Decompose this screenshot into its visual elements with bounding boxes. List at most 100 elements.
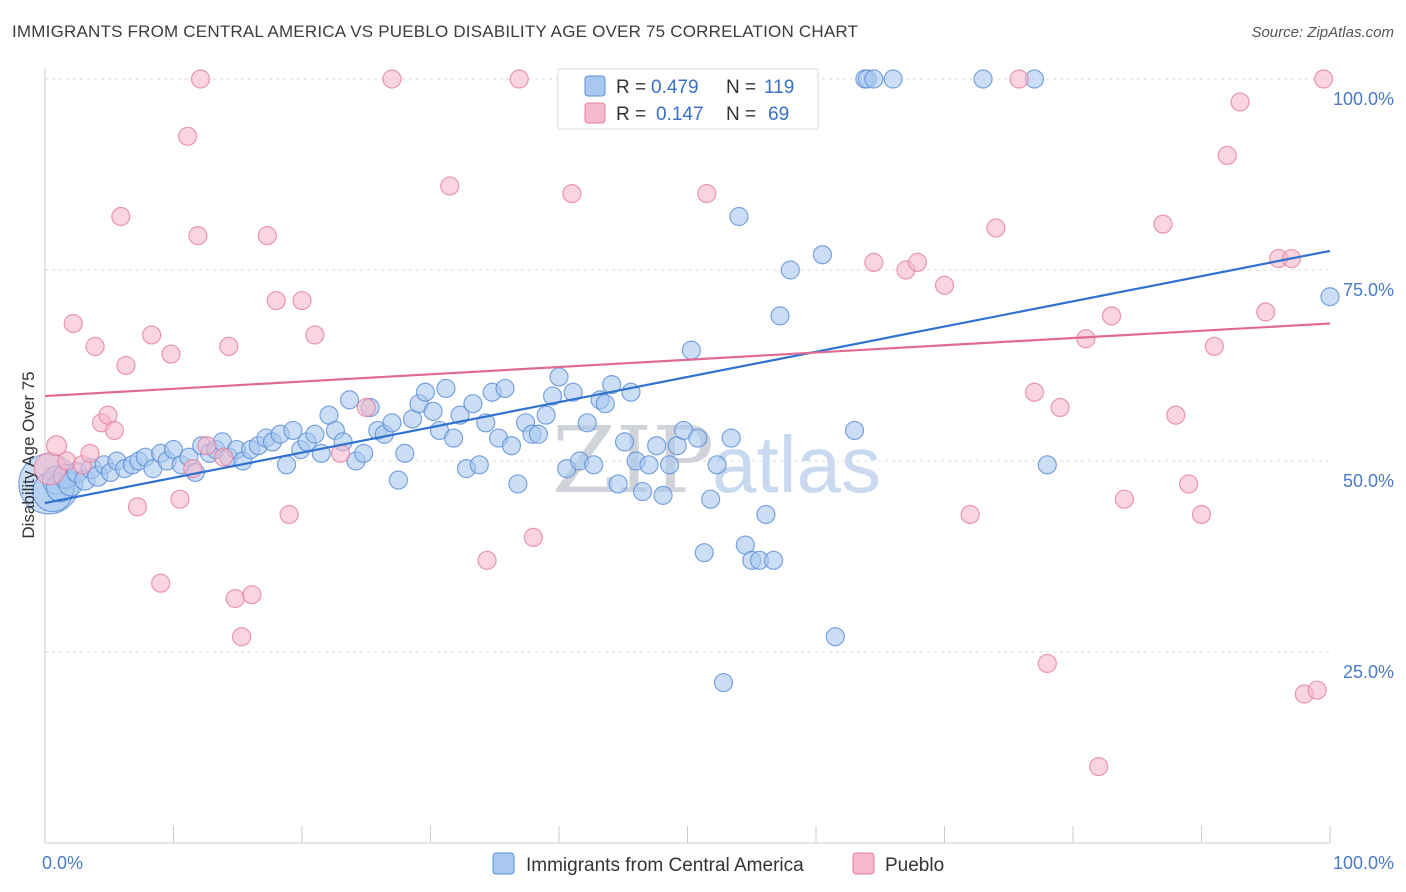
point-central-america-47 — [354, 443, 374, 463]
point-central-america-75 — [542, 386, 563, 406]
point-pueblo-28 — [266, 290, 286, 311]
point-central-america-85 — [608, 474, 628, 494]
point-central-america-81 — [584, 455, 604, 475]
point-central-america-73 — [528, 424, 549, 444]
point-central-america-99 — [701, 489, 721, 509]
point-pueblo-13 — [142, 325, 162, 345]
point-pueblo-35 — [440, 176, 460, 196]
point-pueblo-36 — [477, 550, 497, 570]
point-central-america-40 — [305, 424, 325, 444]
point-pueblo-22 — [214, 447, 234, 467]
point-pueblo-57 — [1166, 405, 1186, 425]
point-pueblo-60 — [1204, 336, 1224, 356]
point-pueblo-5 — [80, 443, 100, 463]
stats-r-label-2: R = — [616, 104, 646, 125]
point-pueblo-53 — [1089, 756, 1109, 777]
point-central-america-37 — [283, 420, 303, 441]
point-central-america-68 — [495, 378, 515, 399]
point-central-america-60 — [444, 428, 464, 448]
point-central-america-102 — [721, 428, 741, 448]
point-pueblo-58 — [1179, 474, 1199, 494]
x-tick-label-max: 100.0% — [1333, 853, 1394, 873]
point-central-america-90 — [639, 455, 659, 475]
point-pueblo-51 — [1050, 397, 1070, 418]
point-pueblo-34 — [382, 69, 402, 89]
stats-r-value-1: 0.479 — [651, 77, 699, 98]
trend-lines — [44, 249, 1331, 505]
point-central-america-56 — [415, 382, 435, 402]
point-central-america-59 — [436, 378, 456, 399]
trend-line-central-america — [44, 249, 1331, 505]
point-pueblo-26 — [242, 585, 262, 605]
point-pueblo-3 — [63, 313, 83, 334]
legend-label-pueblo: Pueblo — [885, 855, 944, 876]
point-central-america-36 — [276, 455, 297, 475]
point-pueblo-1 — [45, 435, 68, 457]
point-pueblo-40 — [697, 184, 717, 204]
point-pueblo-11 — [116, 355, 136, 376]
stats-n-value-1: 119 — [764, 77, 794, 98]
point-central-america-100 — [707, 455, 727, 475]
grid-lines — [45, 78, 1330, 653]
point-pueblo-56 — [1153, 214, 1173, 234]
point-pueblo-63 — [1256, 302, 1276, 322]
point-central-america-112 — [812, 245, 833, 265]
y-axis-title: Disability Age Over 75 — [19, 371, 38, 538]
point-pueblo-61 — [1217, 145, 1237, 165]
stats-legend: R = 0.479 N = 119 R = 0.147 N = 69 — [557, 68, 819, 130]
y-tick-label-100: 100.0% — [1333, 89, 1394, 109]
point-pueblo-29 — [279, 504, 299, 525]
point-central-america-103 — [729, 206, 749, 227]
point-central-america-114 — [844, 420, 865, 441]
point-pueblo-21 — [197, 436, 217, 456]
point-pueblo-27 — [257, 226, 277, 246]
stats-n-label-1: N = — [726, 77, 756, 98]
point-central-america-53 — [395, 443, 415, 463]
y-tick-label-50: 50.0% — [1343, 471, 1394, 491]
point-pueblo-62 — [1230, 92, 1250, 112]
source-label: Source: ZipAtlas.com — [1251, 24, 1394, 41]
point-pueblo-50 — [1037, 653, 1057, 674]
point-pueblo-67 — [1307, 680, 1327, 700]
point-central-america-64 — [469, 455, 489, 475]
series-legend: Immigrants from Central America Pueblo — [492, 852, 944, 876]
point-central-america-119 — [973, 69, 993, 89]
point-central-america-69 — [501, 436, 522, 456]
point-pueblo-48 — [1009, 69, 1029, 89]
stats-legend-swatch-pink — [584, 102, 606, 124]
point-pueblo-17 — [178, 126, 198, 146]
point-central-america-117 — [864, 69, 884, 89]
point-central-america-108 — [763, 550, 784, 570]
point-central-america-78 — [563, 382, 583, 402]
point-pueblo-30 — [292, 290, 312, 311]
point-pueblo-23 — [219, 336, 239, 356]
point-central-america-89 — [632, 481, 653, 502]
point-central-america-92 — [653, 485, 673, 505]
point-pueblo-6 — [85, 336, 105, 356]
trend-line-pueblo — [44, 322, 1331, 398]
point-pueblo-24 — [225, 588, 245, 609]
x-tick-label-min: 0.0% — [42, 853, 83, 873]
stats-r-value-2: 0.147 — [656, 104, 704, 125]
point-central-america-83 — [595, 394, 615, 414]
point-central-america-98 — [694, 543, 714, 563]
point-pueblo-45 — [934, 275, 955, 295]
stats-n-label-2: N = — [726, 104, 756, 125]
y-tick-label-25: 25.0% — [1343, 662, 1394, 682]
point-pueblo-10 — [111, 206, 131, 227]
point-pueblo-12 — [127, 497, 148, 517]
point-central-america-93 — [659, 455, 680, 475]
stats-n-value-2: 69 — [768, 104, 789, 125]
legend-swatch-central-america — [492, 852, 515, 875]
point-pueblo-16 — [170, 489, 190, 509]
point-pueblo-38 — [523, 527, 543, 548]
point-pueblo-15 — [161, 344, 181, 364]
point-pueblo-42 — [864, 252, 884, 272]
point-pueblo-44 — [907, 252, 928, 272]
legend-swatch-pueblo — [852, 852, 875, 875]
point-central-america-74 — [536, 405, 556, 425]
point-central-america-121 — [1037, 455, 1057, 475]
point-central-america-80 — [577, 413, 597, 433]
point-central-america-113 — [825, 627, 845, 647]
point-central-america-122 — [1320, 287, 1340, 307]
